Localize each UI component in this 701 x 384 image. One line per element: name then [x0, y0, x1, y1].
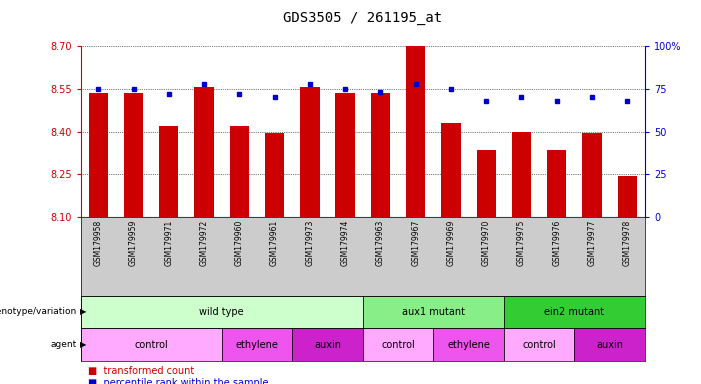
- Text: GSM179958: GSM179958: [94, 219, 103, 266]
- Bar: [433, 328, 504, 361]
- Bar: [159, 126, 179, 217]
- Text: auxin: auxin: [314, 339, 341, 350]
- Bar: [81, 296, 363, 328]
- Text: GSM179961: GSM179961: [270, 219, 279, 266]
- Text: GSM179967: GSM179967: [411, 219, 420, 266]
- Text: agent: agent: [51, 340, 77, 349]
- Bar: [363, 296, 504, 328]
- Text: GSM179963: GSM179963: [376, 219, 385, 266]
- Text: GSM179971: GSM179971: [164, 219, 173, 266]
- Bar: [477, 150, 496, 217]
- Bar: [81, 328, 222, 361]
- Text: control: control: [381, 339, 415, 350]
- Text: control: control: [135, 339, 168, 350]
- Bar: [124, 93, 143, 217]
- Bar: [547, 150, 566, 217]
- Text: GDS3505 / 261195_at: GDS3505 / 261195_at: [283, 11, 442, 25]
- Text: GSM179970: GSM179970: [482, 219, 491, 266]
- Bar: [222, 328, 292, 361]
- Text: GSM179959: GSM179959: [129, 219, 138, 266]
- Text: ethylene: ethylene: [236, 339, 278, 350]
- Bar: [88, 93, 108, 217]
- Bar: [574, 328, 645, 361]
- Text: GSM179969: GSM179969: [447, 219, 456, 266]
- Bar: [441, 123, 461, 217]
- Text: genotype/variation: genotype/variation: [0, 308, 77, 316]
- Text: GSM179972: GSM179972: [200, 219, 209, 266]
- Text: GSM179978: GSM179978: [622, 219, 632, 266]
- Text: ■  percentile rank within the sample: ■ percentile rank within the sample: [88, 378, 268, 384]
- Text: ethylene: ethylene: [447, 339, 490, 350]
- Text: control: control: [522, 339, 556, 350]
- Bar: [504, 296, 645, 328]
- Bar: [363, 328, 433, 361]
- Text: GSM179976: GSM179976: [552, 219, 562, 266]
- Text: GSM179975: GSM179975: [517, 219, 526, 266]
- Bar: [300, 88, 320, 217]
- Text: aux1 mutant: aux1 mutant: [402, 307, 465, 317]
- Bar: [194, 88, 214, 217]
- Bar: [336, 93, 355, 217]
- Text: ein2 mutant: ein2 mutant: [544, 307, 604, 317]
- Bar: [512, 131, 531, 217]
- Text: auxin: auxin: [596, 339, 623, 350]
- Bar: [504, 328, 574, 361]
- Bar: [265, 133, 285, 217]
- Text: ▶: ▶: [80, 308, 86, 316]
- Bar: [618, 175, 637, 217]
- Bar: [230, 126, 249, 217]
- Text: ■  transformed count: ■ transformed count: [88, 366, 194, 376]
- Bar: [406, 46, 426, 217]
- Text: ▶: ▶: [80, 340, 86, 349]
- Bar: [583, 133, 601, 217]
- Text: wild type: wild type: [199, 307, 244, 317]
- Text: GSM179960: GSM179960: [235, 219, 244, 266]
- Text: GSM179977: GSM179977: [587, 219, 597, 266]
- Text: GSM179974: GSM179974: [341, 219, 350, 266]
- Bar: [292, 328, 363, 361]
- Bar: [371, 93, 390, 217]
- Text: GSM179973: GSM179973: [306, 219, 314, 266]
